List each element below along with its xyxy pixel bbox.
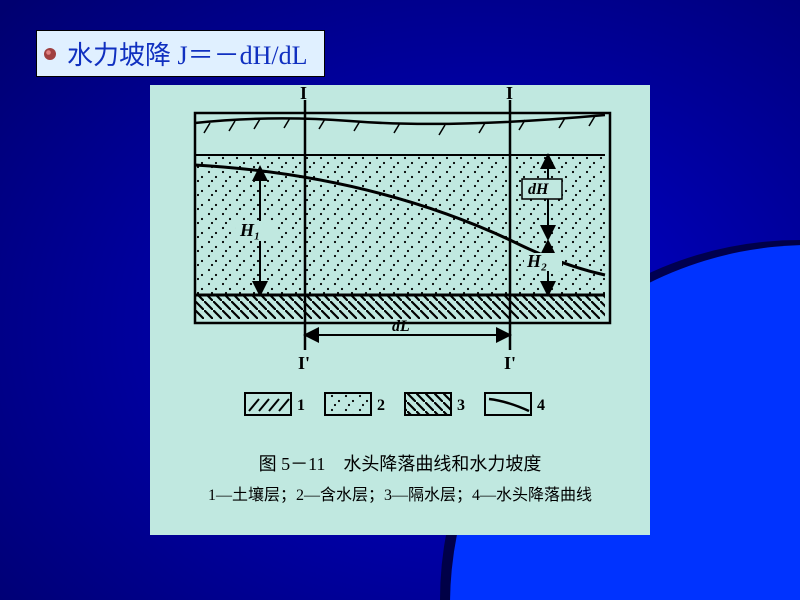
- formula-text: 水力坡降 J＝－dH/dL: [67, 35, 308, 72]
- legend-4: 4: [537, 397, 545, 414]
- label-section-bl: I': [298, 353, 310, 373]
- label-section-tr: I: [506, 85, 513, 103]
- diagram-frame: I I I' I' H₁ H₂ dH dL 1 2 3 4 图 5－11 水头降…: [150, 85, 650, 535]
- legend-2: 2: [377, 397, 385, 414]
- legend-1: 1: [297, 397, 305, 414]
- formula-box: 水力坡降 J＝－dH/dL: [36, 30, 325, 77]
- label-section-tl: I: [300, 85, 307, 103]
- label-dh: dH: [528, 181, 549, 198]
- figure-key: 1—土壤层；2—含水层；3—隔水层；4—水头降落曲线: [208, 485, 592, 504]
- label-dl: dL: [392, 318, 410, 335]
- label-section-br: I': [504, 353, 516, 373]
- label-h2: H₂: [526, 251, 547, 271]
- legend-3: 3: [457, 397, 465, 414]
- figure-caption: 图 5－11 水头降落曲线和水力坡度: [259, 454, 542, 474]
- bullet-icon: [43, 47, 57, 61]
- hydraulic-gradient-diagram: I I I' I' H₁ H₂ dH dL 1 2 3 4 图 5－11 水头降…: [150, 85, 650, 535]
- label-h1: H₁: [239, 220, 260, 240]
